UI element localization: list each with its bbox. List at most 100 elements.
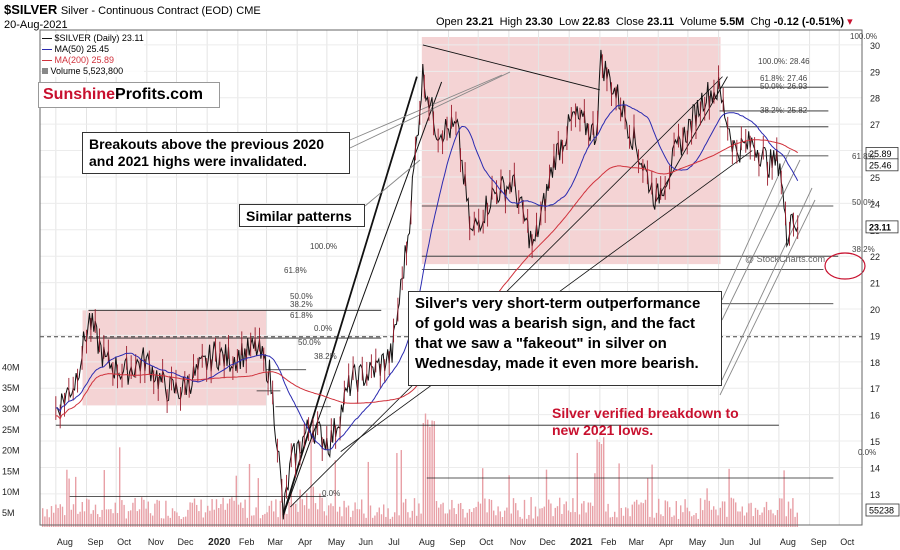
volume-bar <box>394 512 396 527</box>
volume-bar <box>622 515 625 527</box>
volume-bar <box>277 517 279 527</box>
volume-bar <box>570 512 572 527</box>
volume-bar <box>297 511 299 527</box>
volume-bar <box>539 508 541 527</box>
volume-bar <box>460 502 462 527</box>
volume-bar <box>508 475 510 527</box>
fib-2020-label: 50.0% <box>298 338 321 347</box>
volume-bar <box>165 500 167 527</box>
volume-bar <box>306 493 308 527</box>
volume-bar <box>132 502 134 527</box>
volume-bar <box>526 518 528 527</box>
price-tag-box <box>865 158 899 172</box>
volume-bar <box>506 507 508 527</box>
volume-bar <box>565 501 567 527</box>
volume-bar <box>554 507 556 527</box>
callout-pointer <box>719 199 816 396</box>
volume-bar <box>519 516 521 527</box>
volume-bar <box>204 512 207 527</box>
volume-bar <box>754 507 757 527</box>
volume-bar <box>583 501 585 527</box>
volume-bar <box>673 515 675 527</box>
volume-bar <box>70 509 72 527</box>
volume-bar <box>237 504 240 527</box>
volume-bar <box>708 500 710 527</box>
volume-bar <box>288 501 290 527</box>
volume-bar <box>457 503 460 527</box>
volume-bar <box>193 498 196 527</box>
volume-bar <box>336 511 339 527</box>
volume-bar <box>735 502 737 527</box>
fib-2021-label: 38.2% <box>852 245 875 254</box>
volume-bar <box>471 511 473 527</box>
volume-bar <box>768 510 770 527</box>
x-tick-label: Mar <box>629 537 645 547</box>
volume-bar <box>213 509 215 527</box>
volume-bar <box>171 508 174 527</box>
volume-bar <box>719 507 721 527</box>
volume-bar <box>358 509 361 527</box>
symbol: $SILVER <box>4 2 58 17</box>
volume-bar <box>724 501 726 527</box>
fib-2020-label: 38.2% <box>314 352 337 361</box>
volume-bar <box>187 509 189 527</box>
volume-bar <box>598 441 600 527</box>
volume-bar <box>792 498 794 527</box>
volume-bar <box>629 516 631 527</box>
volume-bar <box>451 499 453 527</box>
volume-bar <box>222 497 224 527</box>
exchange: CME <box>236 5 261 17</box>
volume-bar <box>48 517 50 527</box>
x-tick-label: Aug <box>57 537 73 547</box>
volume-bar <box>405 498 407 527</box>
volume-bar <box>537 516 539 527</box>
volume-bar <box>438 507 440 527</box>
volume-bar <box>308 508 310 527</box>
volume-bar <box>411 510 413 527</box>
volume-bar <box>669 507 671 527</box>
volume-bar <box>488 499 490 527</box>
volume-bar <box>114 502 116 527</box>
volume-bar <box>281 503 284 527</box>
volume-bar <box>380 514 383 527</box>
volume-tick-label: 10M <box>2 487 20 497</box>
x-tick-label: Nov <box>148 537 165 547</box>
x-tick-label: Dec <box>540 537 557 547</box>
volume-bar <box>167 515 169 527</box>
volume-bar <box>242 507 244 527</box>
volume-bar <box>743 515 746 527</box>
volume-bar <box>141 497 143 527</box>
volume-bar <box>66 469 68 527</box>
volume-bar <box>273 511 275 527</box>
volume-bar <box>466 512 468 527</box>
volume-bar <box>356 509 358 527</box>
fib-2020-label: 0.0% <box>314 324 332 333</box>
change-down-icon: ▾ <box>847 16 853 28</box>
volume-bar <box>112 513 114 527</box>
volume-swatch-icon <box>42 68 48 74</box>
volume-bar <box>702 510 704 527</box>
volume-bar <box>154 503 156 527</box>
volume-bar <box>501 516 504 527</box>
volume-bar <box>372 517 374 527</box>
volume-bar <box>578 514 581 527</box>
fib-2021-label: 61.8%: 27.46 <box>760 74 808 83</box>
trend-line <box>282 76 418 516</box>
fibonacci-labels: 100.0%61.8%50.0%38.2%61.8%0.0%50.0%38.2%… <box>284 32 877 498</box>
volume-bar <box>391 516 394 527</box>
callout-similar-patterns: Similar patterns <box>239 204 365 227</box>
volume-bar <box>169 517 171 527</box>
volume-bar <box>721 501 724 527</box>
volume-bar <box>99 517 101 527</box>
volume-bar <box>369 505 372 527</box>
volume-bar <box>105 509 108 527</box>
volume-bar <box>389 518 391 527</box>
volume-bar <box>618 463 620 527</box>
x-tick-label: Dec <box>178 537 195 547</box>
volume-bar <box>301 499 303 527</box>
volume-bar <box>449 509 451 527</box>
volume-bar <box>607 503 609 527</box>
volume-bar <box>209 510 211 527</box>
volume-bar <box>600 444 603 527</box>
volume-tick-label: 15M <box>2 466 20 476</box>
